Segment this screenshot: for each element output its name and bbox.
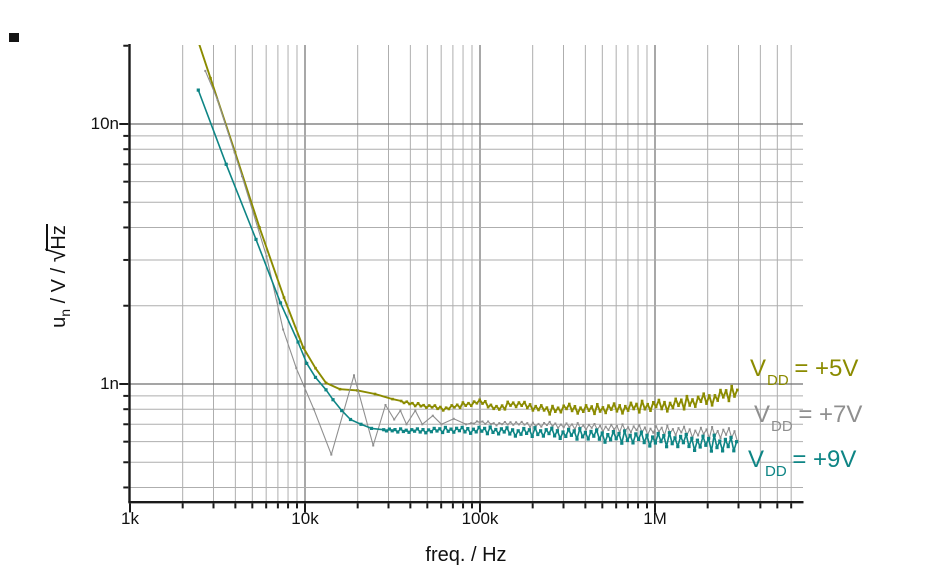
series-label-value: = +7V xyxy=(791,401,863,428)
series-vdd-7v xyxy=(204,69,739,456)
series-label-v: V xyxy=(750,355,767,382)
series-label-value: = +5V xyxy=(787,355,859,382)
x-tick-label-1M: 1M xyxy=(643,509,667,528)
series-label-subscript: DD xyxy=(765,463,787,480)
y-title-sub: n xyxy=(57,308,73,317)
axes xyxy=(119,44,804,513)
series-label-vdd-7v: VDD = +7V xyxy=(754,401,863,435)
x-axis-title: freq. / Hz xyxy=(425,544,507,566)
series-curves xyxy=(196,45,739,456)
series-label-value: = +9V xyxy=(785,446,857,473)
series-vdd-5v xyxy=(198,45,739,416)
stray-mark xyxy=(9,33,19,42)
x-tick-label-1k: 1k xyxy=(121,509,139,528)
series-label-v: V xyxy=(754,401,771,428)
series-label-subscript: DD xyxy=(771,418,793,435)
x-tick-label-100k: 100k xyxy=(461,509,499,528)
series-label-vdd-9v: VDD = +9V xyxy=(748,446,857,480)
series-label-v: V xyxy=(748,446,765,473)
y-title-mid: / V / xyxy=(48,262,70,309)
series-vdd-9v xyxy=(196,88,739,453)
x-tick-label-10k: 10k xyxy=(291,509,319,528)
y-tick-label-1n: 1n xyxy=(100,374,119,393)
sqrt-argument: Hz xyxy=(46,224,70,251)
sqrt-sign: √ xyxy=(43,250,71,263)
y-tick-label-10n: 10n xyxy=(90,114,119,133)
series-label-subscript: DD xyxy=(767,372,789,389)
series-label-vdd-5v: VDD = +5V xyxy=(750,355,859,389)
gridlines xyxy=(129,45,803,501)
y-title-base: u xyxy=(48,316,70,328)
